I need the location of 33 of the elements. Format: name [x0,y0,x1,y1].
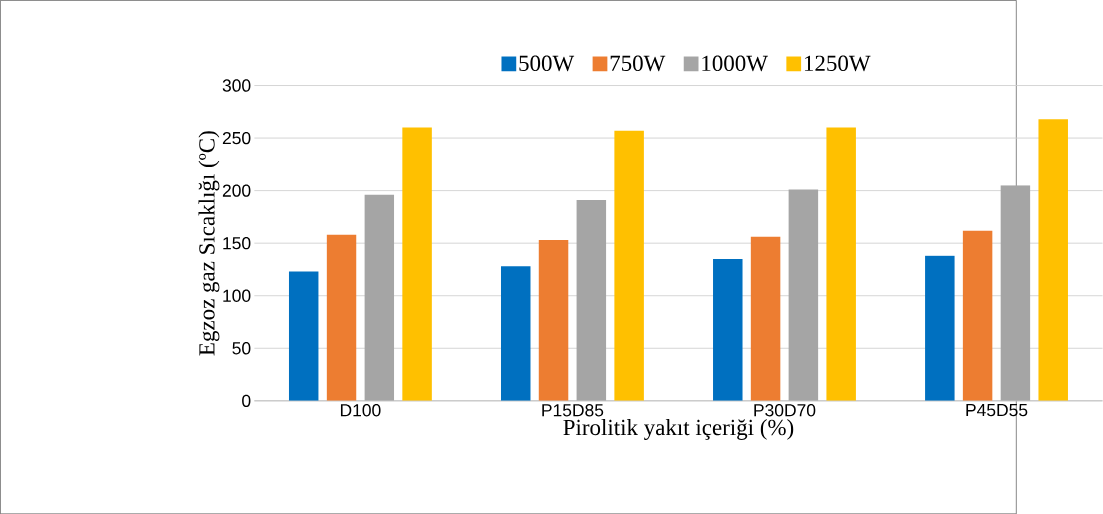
bar [1000,185,1031,401]
x-tick-label: P15D85 [542,403,604,417]
y-tick-label: 150 [223,236,251,250]
x-tick-label: P45D55 [966,403,1028,417]
bar [962,230,993,401]
bar [788,189,819,401]
bar [925,255,955,401]
x-axis-title: Pirolitik yakıt içeriği (%) [563,418,794,440]
y-axis-title: Egzoz gaz Sıcaklığı (ºC) [198,131,220,356]
legend-label: 750W [610,55,666,72]
legend-label: 1250W [804,55,871,72]
bar [364,194,395,401]
bar [326,234,357,401]
bar [288,271,319,401]
bar [750,236,781,401]
y-tick-label: 250 [222,131,251,145]
bar [614,130,644,401]
x-tick-label: D100 [340,403,381,417]
y-tick-label: 100 [223,289,251,302]
y-tick-label: 300 [222,79,251,92]
bar [402,127,432,401]
bar [500,266,531,401]
y-tick-label: 0 [242,394,251,407]
legend-label: 500W [519,55,575,72]
bar [826,127,856,401]
y-tick-label: 50 [232,341,251,355]
bar [713,258,743,401]
bar [538,239,569,401]
bar [576,199,607,401]
x-tick-label: P30D70 [754,403,816,417]
bar [1038,119,1068,401]
legend-label: 1000W [702,55,768,72]
y-tick-label: 200 [222,184,251,197]
